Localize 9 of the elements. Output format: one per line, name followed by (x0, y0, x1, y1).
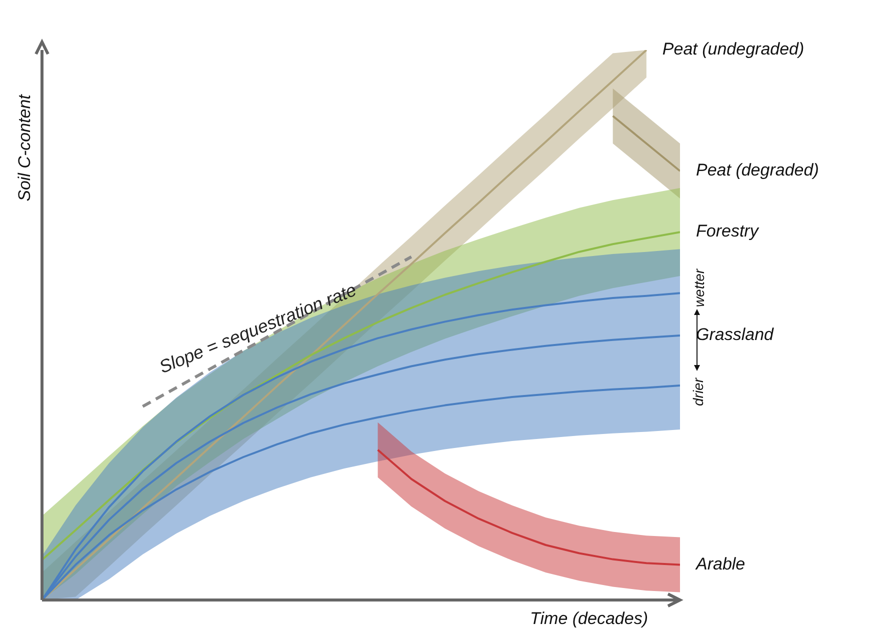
y-axis-title: Soil C-content (15, 93, 34, 202)
series-label: Peat (degraded) (696, 160, 819, 180)
series-label: Peat (undegraded) (662, 39, 804, 58)
x-axis-title: Time (decades) (530, 609, 648, 628)
text: wetter (691, 268, 707, 308)
series-label: Forestry (696, 222, 760, 241)
series-label: Grassland (696, 324, 774, 344)
series-label: Arable (695, 554, 746, 574)
text: drier (690, 376, 706, 406)
